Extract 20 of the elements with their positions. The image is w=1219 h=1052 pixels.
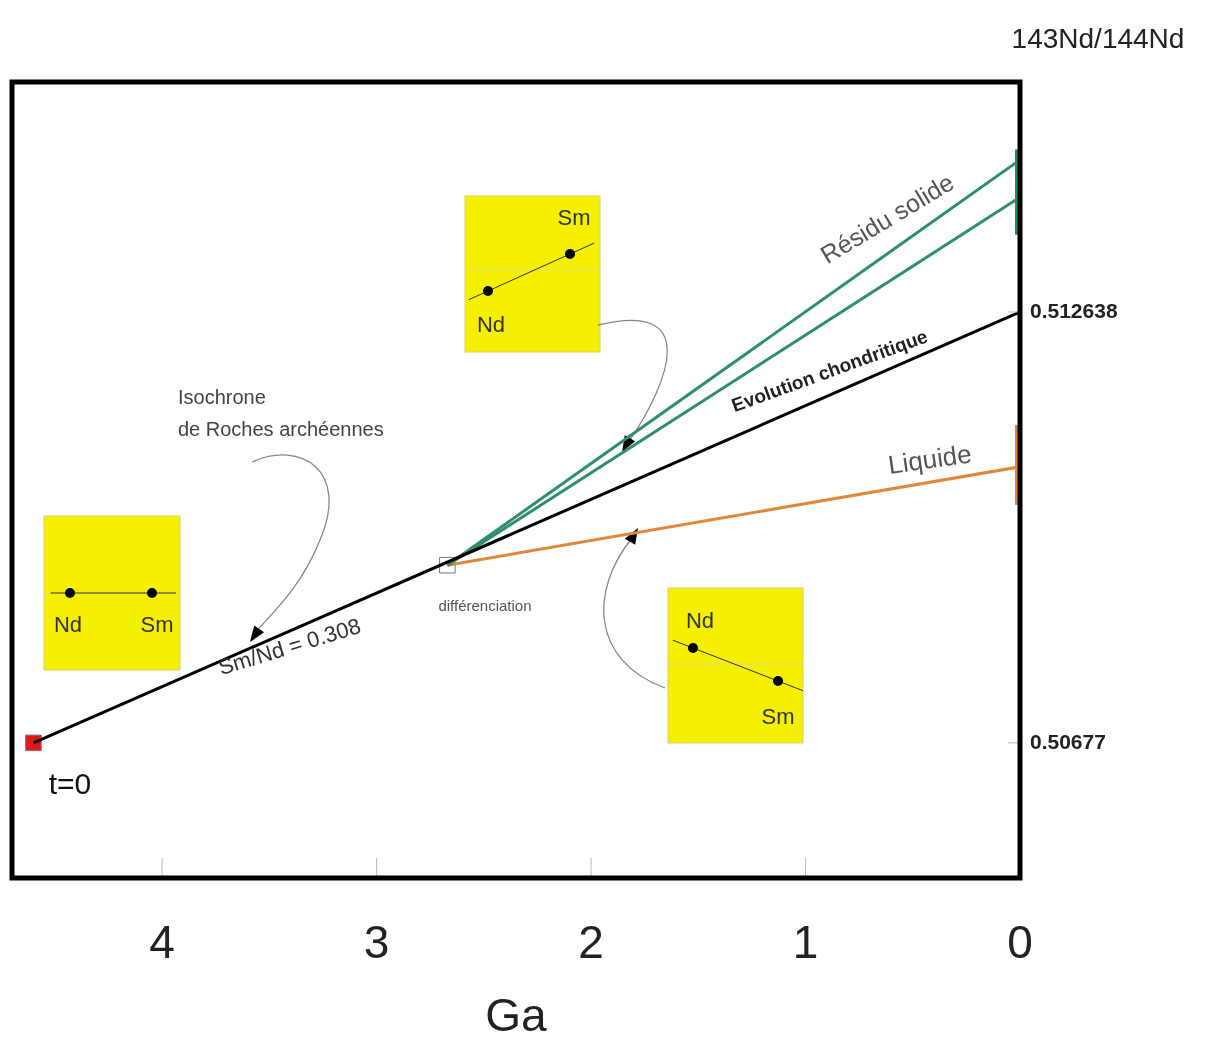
annotation: Liquide [886,438,974,480]
y-tick-label: 0.50677 [1030,729,1106,753]
x-tick-label: 4 [149,916,175,969]
annotation: Nd [53,612,83,638]
annotation: Isochrone de Roches archéennes [178,385,384,440]
x-tick-label: 2 [578,916,604,969]
annotation: Sm [557,205,591,231]
annotation: Nd [685,608,715,634]
y-tick-label: 0.512638 [1030,298,1118,322]
annotation: Sm [761,704,795,730]
annotation: t=0 [48,767,92,801]
x-tick-label: 3 [363,916,390,969]
x-axis-title: Ga [485,988,548,1041]
x-tick-label: 0 [1007,916,1033,969]
y-axis-title: 143Nd/144Nd [1011,22,1185,54]
annotation: Sm/Nd = 0.308 [215,613,364,681]
x-tick-label: 1 [792,916,819,969]
annotation: différenciation [438,597,532,615]
annotation: Sm [140,612,174,638]
annotation: Nd [476,312,506,338]
